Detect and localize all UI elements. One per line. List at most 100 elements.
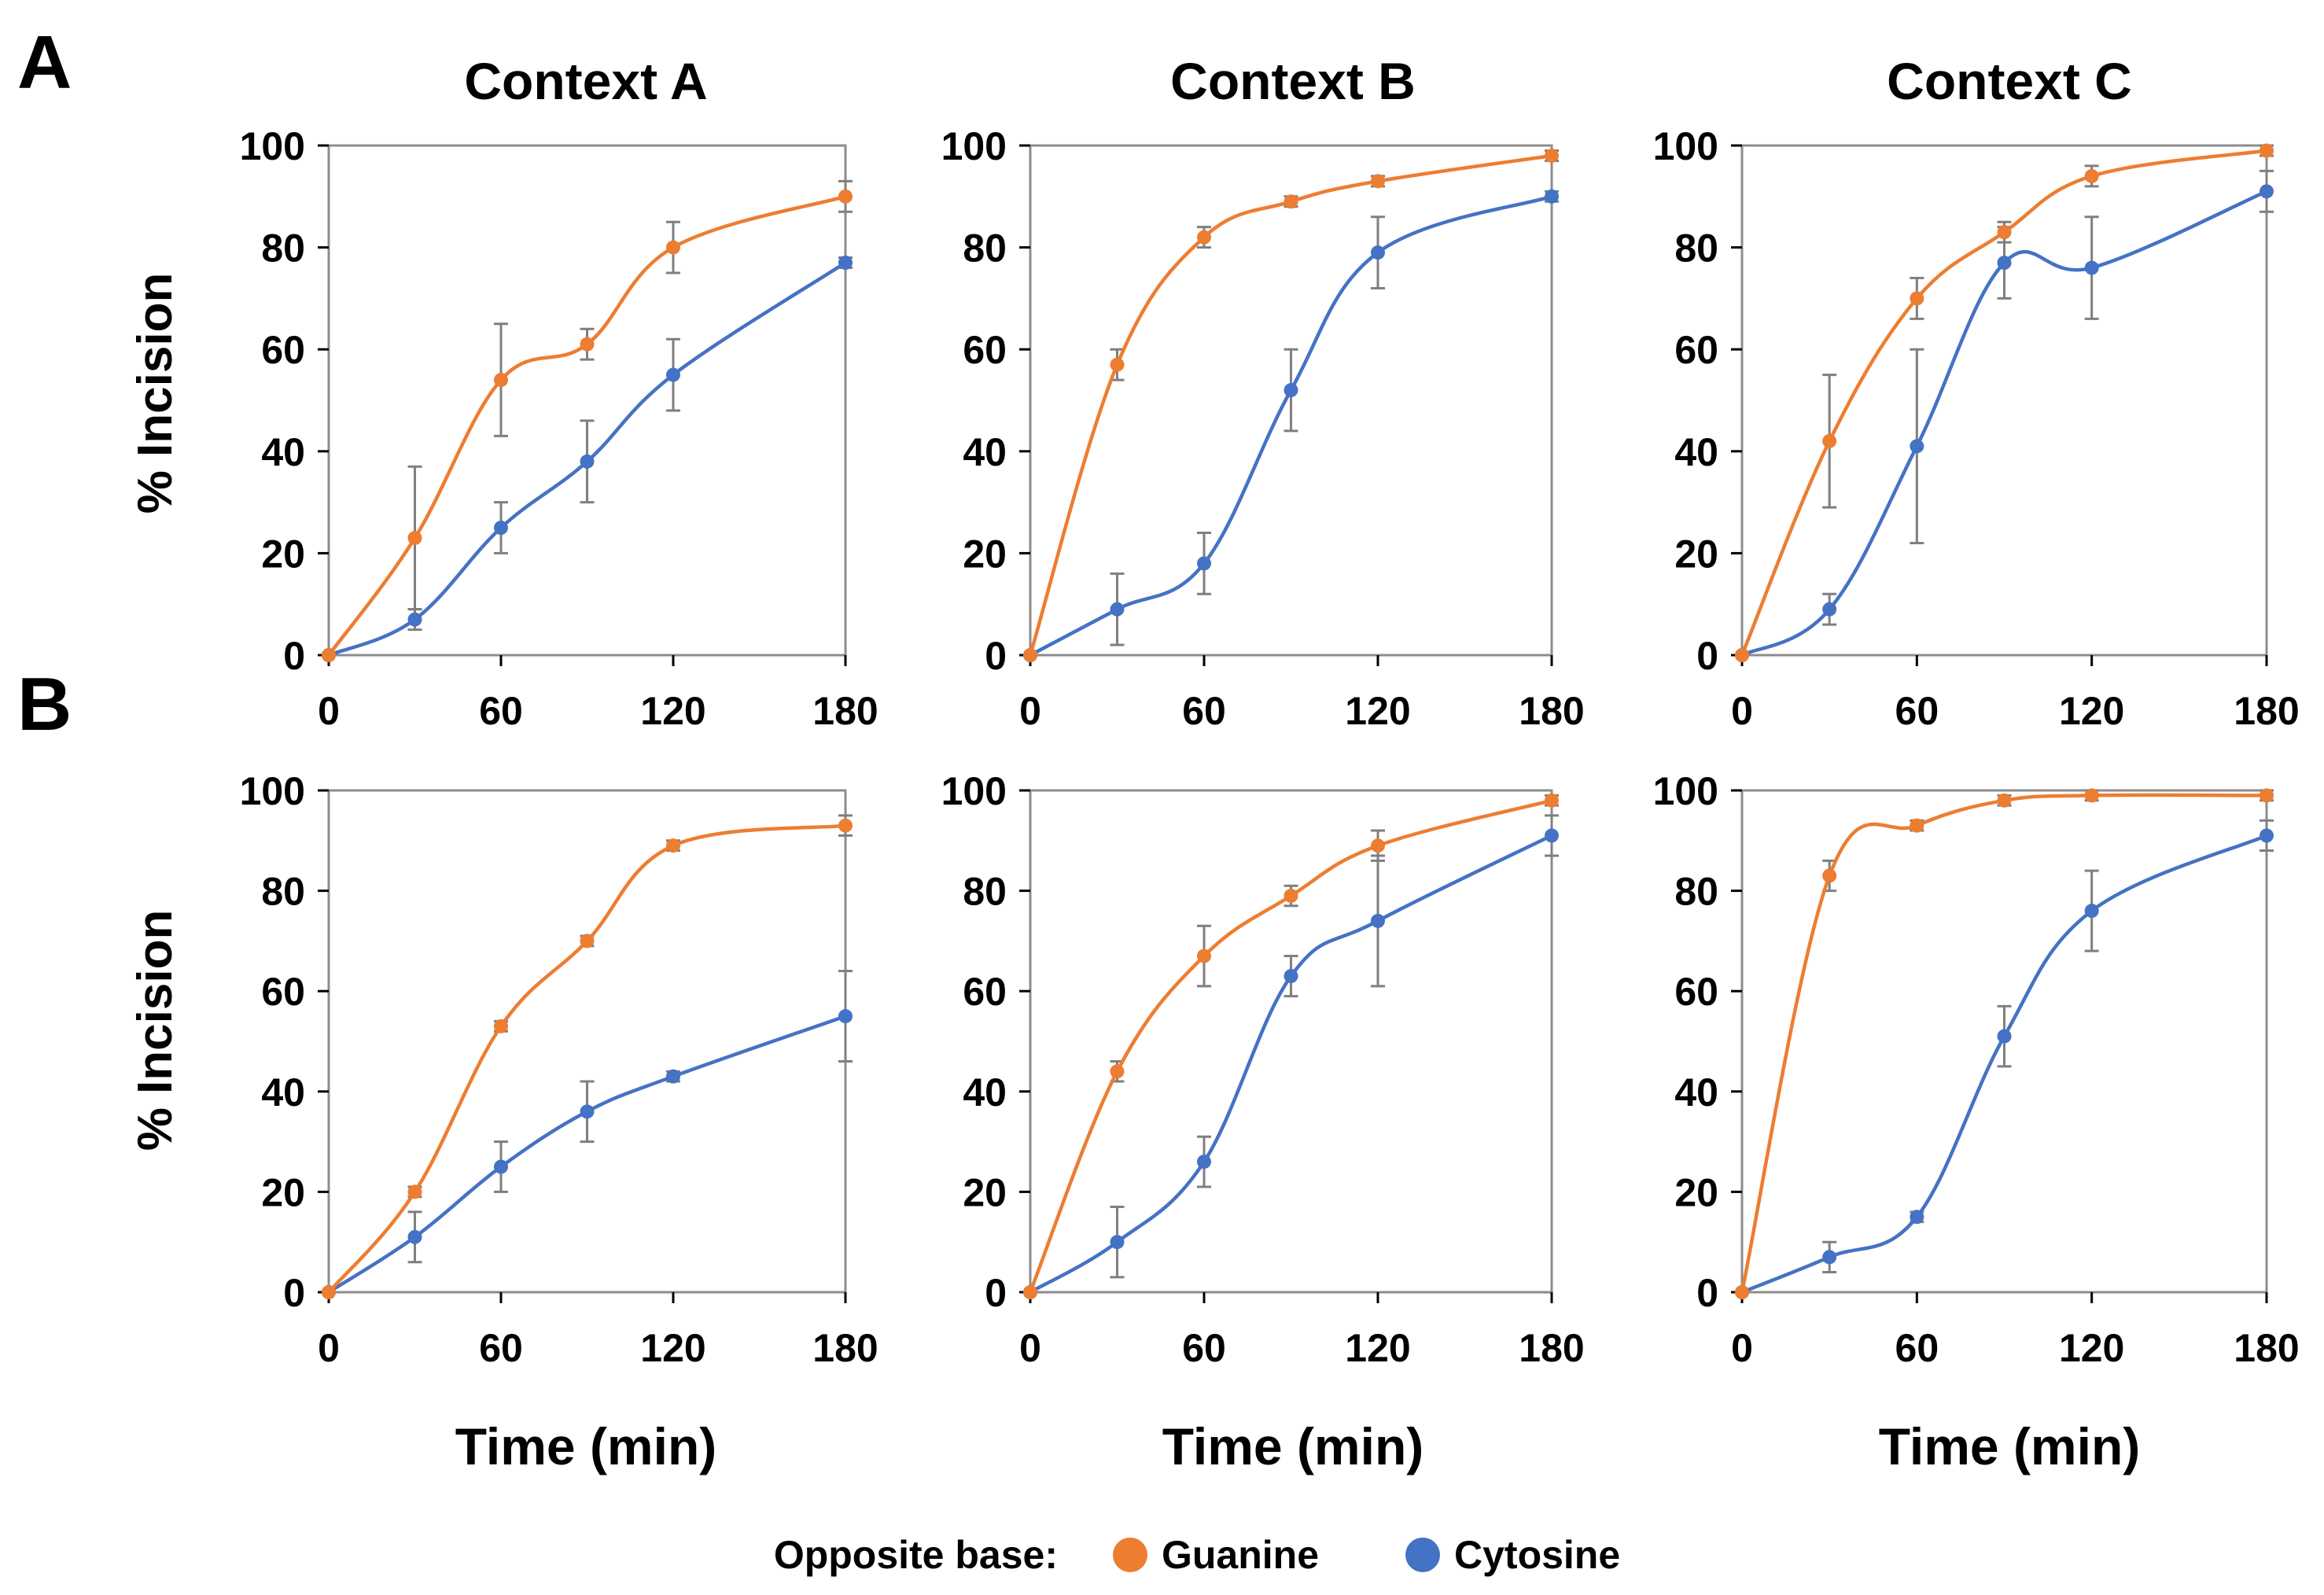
- x-tick-label: 60: [479, 689, 523, 733]
- cytosine-data-point: [838, 256, 853, 271]
- x-tick-label: 0: [318, 689, 340, 733]
- cytosine-data-point: [494, 521, 508, 535]
- guanine-data-point: [1371, 174, 1385, 189]
- guanine-data-point: [322, 1285, 336, 1299]
- y-tick-label: 0: [283, 1271, 305, 1315]
- x-tick-label: 0: [318, 1326, 340, 1370]
- legend-marker-cytosine: [1405, 1538, 1440, 1572]
- cytosine-data-point: [2084, 260, 2099, 275]
- y-tick-label: 100: [941, 769, 1007, 813]
- guanine-data-point: [1735, 648, 1749, 662]
- cytosine-data-point: [1910, 1210, 1924, 1225]
- y-tick-label: 80: [261, 870, 305, 914]
- guanine-data-point: [1545, 148, 1559, 163]
- guanine-series-line: [1028, 798, 1552, 1293]
- guanine-data-point: [1910, 818, 1924, 833]
- cytosine-data-point: [407, 612, 422, 627]
- cytosine-data-point: [1822, 602, 1837, 617]
- cytosine-data-point: [1822, 1250, 1837, 1265]
- cytosine-series-line: [327, 1014, 846, 1294]
- guanine-series-line: [1028, 153, 1552, 656]
- cytosine-data-point: [1284, 969, 1298, 984]
- guanine-data-point: [1197, 230, 1211, 245]
- guanine-data-point: [1284, 194, 1298, 209]
- x-tick-label: 180: [2234, 689, 2299, 733]
- y-tick-label: 60: [963, 970, 1007, 1014]
- y-tick-label: 40: [963, 430, 1007, 474]
- guanine-data-point: [1023, 648, 1037, 662]
- x-axis-label-context-a: Time (min): [455, 1417, 716, 1475]
- plot-area-frame: [1740, 789, 2268, 1294]
- chart-panel-a-2: 0 20 40 60 80 100 0 60 120 180: [941, 124, 1585, 733]
- guanine-data-point: [1110, 1064, 1125, 1079]
- guanine-data-point: [407, 530, 422, 545]
- x-tick-label: 180: [812, 689, 878, 733]
- cytosine-data-point: [494, 1159, 508, 1174]
- guanine-data-point: [1822, 868, 1837, 883]
- chart-panel-b-1: 0 20 40 60 80 100 0 60 120 180: [240, 769, 878, 1370]
- guanine-data-point: [322, 648, 336, 662]
- cytosine-data-point: [666, 1069, 680, 1084]
- guanine-data-point: [666, 240, 680, 255]
- cytosine-data-point: [1997, 256, 2012, 271]
- y-tick-label: 60: [963, 328, 1007, 372]
- guanine-data-point: [2084, 788, 2099, 803]
- legend-marker-guanine: [1113, 1538, 1147, 1572]
- guanine-data-point: [1284, 888, 1298, 903]
- y-tick-label: 0: [1696, 1271, 1718, 1315]
- x-tick-label: 0: [1019, 689, 1041, 733]
- x-tick-label: 120: [640, 1326, 705, 1370]
- chart-panel-a-1: 0 20 40 60 80 100 0 60 120 180: [240, 124, 878, 733]
- cytosine-data-point: [1197, 1155, 1211, 1170]
- column-title-context-c: Context C: [1887, 52, 2132, 110]
- plot-area-frame: [327, 144, 847, 657]
- cytosine-data-point: [1371, 245, 1385, 260]
- y-tick-label: 80: [1674, 227, 1718, 271]
- guanine-data-point: [1197, 949, 1211, 963]
- y-tick-label: 20: [1674, 532, 1718, 576]
- guanine-data-point: [580, 337, 595, 352]
- cytosine-data-point: [2260, 184, 2274, 199]
- y-axis-label-row-a: % Incision: [128, 273, 182, 514]
- guanine-data-point: [1997, 225, 2012, 240]
- cytosine-data-point: [838, 1009, 853, 1024]
- x-tick-label: 120: [1345, 689, 1410, 733]
- y-tick-label: 60: [1674, 328, 1718, 372]
- y-tick-label: 100: [240, 124, 305, 168]
- cytosine-data-point: [1545, 828, 1559, 843]
- cytosine-data-point: [1997, 1029, 2012, 1044]
- y-axis-label-row-b: % Incision: [128, 910, 182, 1151]
- chart-panel-b-3: 0 20 40 60 80 100 0 60 120 180: [1653, 769, 2300, 1370]
- cytosine-data-point: [1371, 913, 1385, 928]
- plot-area-frame: [1029, 789, 1553, 1294]
- y-tick-label: 20: [963, 532, 1007, 576]
- y-tick-label: 100: [240, 769, 305, 813]
- y-tick-label: 100: [941, 124, 1007, 168]
- legend-title: Opposite base:: [774, 1533, 1058, 1577]
- legend: Opposite base: Guanine Cytosine: [774, 1533, 1620, 1577]
- x-tick-label: 120: [2059, 1326, 2124, 1370]
- guanine-data-point: [494, 1019, 508, 1033]
- guanine-series-line: [327, 823, 846, 1294]
- y-tick-label: 40: [963, 1070, 1007, 1114]
- guanine-data-point: [2260, 143, 2274, 158]
- y-tick-label: 40: [261, 1070, 305, 1114]
- y-tick-label: 100: [1653, 124, 1718, 168]
- y-tick-label: 60: [1674, 970, 1718, 1014]
- guanine-data-point: [838, 818, 853, 833]
- x-tick-label: 120: [1345, 1326, 1410, 1370]
- cytosine-data-point: [580, 1104, 595, 1119]
- panel-label-a: A: [17, 20, 72, 105]
- guanine-data-point: [1371, 838, 1385, 853]
- chart-panel-b-2: 0 20 40 60 80 100 0 60 120 180: [941, 769, 1585, 1370]
- x-tick-label: 0: [1019, 1326, 1041, 1370]
- guanine-data-point: [2084, 168, 2099, 183]
- legend-label-cytosine: Cytosine: [1454, 1533, 1620, 1577]
- y-tick-label: 0: [985, 1271, 1007, 1315]
- cytosine-data-point: [580, 454, 595, 469]
- cytosine-data-point: [2084, 904, 2099, 919]
- legend-label-guanine: Guanine: [1162, 1533, 1319, 1577]
- x-axis-label-context-b: Time (min): [1162, 1417, 1423, 1475]
- x-tick-label: 0: [1731, 689, 1753, 733]
